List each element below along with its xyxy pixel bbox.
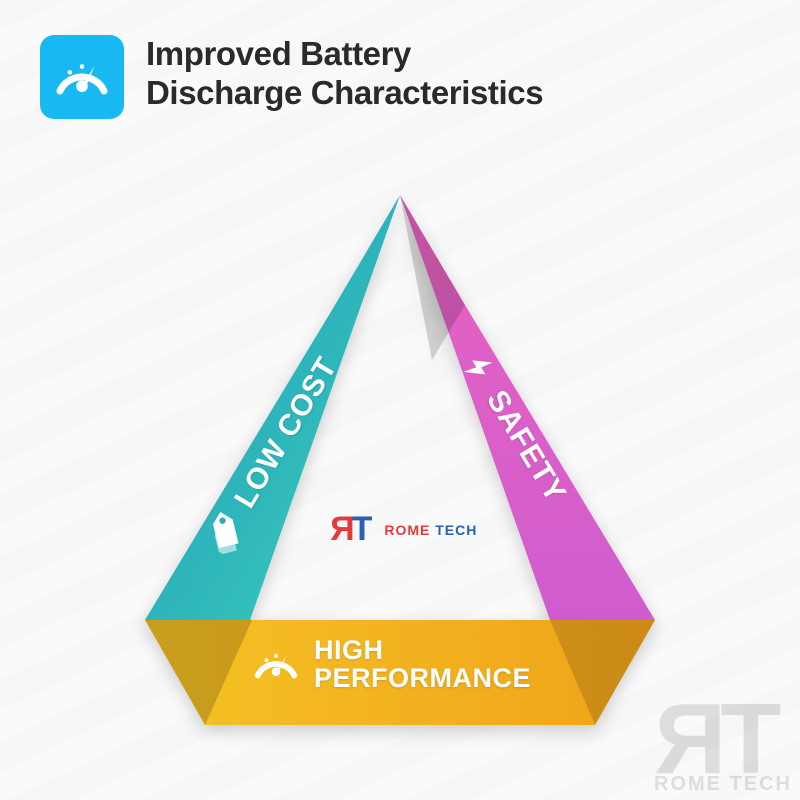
logo-text: ROME TECH bbox=[384, 522, 477, 538]
logo-t: T bbox=[352, 510, 373, 549]
band-right bbox=[400, 195, 655, 620]
band-left bbox=[145, 195, 400, 620]
perf-line-1: HIGH bbox=[314, 636, 531, 664]
perf-line-2: PERFORMANCE bbox=[314, 664, 531, 692]
watermark: RT ROME TECH bbox=[654, 699, 792, 796]
gauge-icon bbox=[252, 640, 300, 688]
label-high-performance: HIGH PERFORMANCE bbox=[252, 636, 531, 693]
logo-r: R bbox=[330, 510, 355, 549]
logo-word-1: ROME bbox=[384, 522, 430, 538]
rt-mark: R T bbox=[330, 510, 372, 549]
center-logo: R T ROME TECH bbox=[330, 510, 477, 549]
logo-word-2: TECH bbox=[430, 522, 477, 538]
